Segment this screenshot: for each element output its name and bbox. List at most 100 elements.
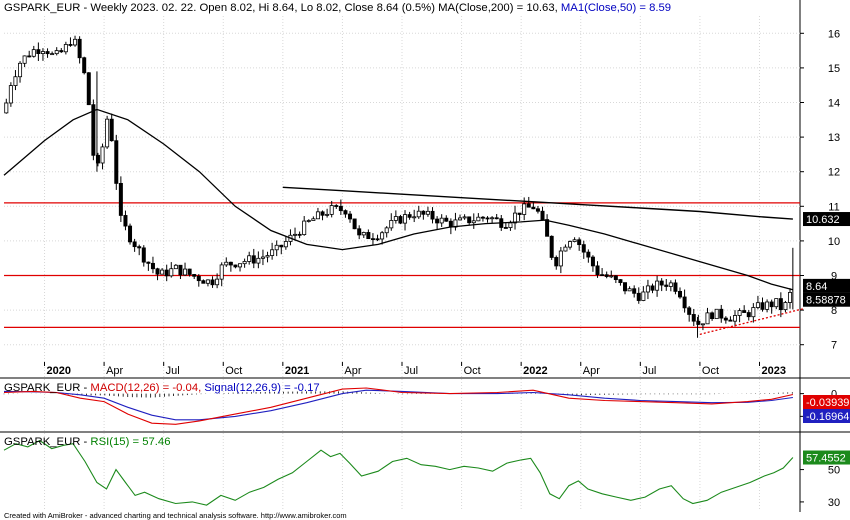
y-tick-label: 10 xyxy=(828,236,840,248)
price-badge-0-bg xyxy=(803,212,850,227)
candle-body xyxy=(73,38,78,46)
candle-body xyxy=(682,296,687,309)
price-title-ma: MA1(Close,50) = 8.59 xyxy=(561,2,671,14)
price-title: GSPARK_EUR - Weekly 2023. 02. 22. Open 8… xyxy=(4,2,671,14)
candle-body xyxy=(27,55,32,58)
candle-body xyxy=(490,217,495,220)
candle-body xyxy=(540,210,545,220)
candle-body xyxy=(210,279,215,286)
candle-body xyxy=(600,274,605,277)
candle-body xyxy=(36,49,41,54)
candle-body xyxy=(769,301,774,308)
candle-body xyxy=(68,44,73,46)
candle-body xyxy=(687,307,692,315)
candle-body xyxy=(297,233,302,236)
candle-body xyxy=(173,264,178,270)
candle-body xyxy=(393,216,398,221)
candle-body xyxy=(8,85,13,104)
candle-body xyxy=(22,55,27,64)
candle-body xyxy=(513,212,518,224)
candle-body xyxy=(40,51,45,54)
candle-body xyxy=(13,76,18,86)
candle-body xyxy=(421,210,426,215)
candle-body xyxy=(710,312,715,320)
candle-body xyxy=(526,203,531,208)
candle-body xyxy=(407,214,412,218)
candle-body xyxy=(581,244,586,253)
candle-body xyxy=(114,140,119,184)
candle-body xyxy=(430,210,435,220)
macd-title: GSPARK_EUR - MACD(12,26) = -0.04, Signal… xyxy=(4,382,320,394)
candle-body xyxy=(338,205,343,212)
candles-group xyxy=(3,35,794,338)
x-tick-label: 2020 xyxy=(47,365,71,377)
rsi-badge-bg xyxy=(803,450,850,465)
candle-body xyxy=(215,278,220,286)
candle-body xyxy=(375,238,380,241)
candle-body xyxy=(233,264,238,268)
candle-body xyxy=(655,280,660,291)
x-tick-label: 2022 xyxy=(523,365,547,377)
candle-body xyxy=(77,38,82,59)
candle-body xyxy=(384,227,389,234)
price-badge-2: 8.58878 xyxy=(806,295,846,307)
candle-body xyxy=(196,275,201,282)
candle-body xyxy=(765,301,770,310)
candle-body xyxy=(370,238,375,241)
macd-title-signal: Signal(12,26,9) = -0.17 xyxy=(204,382,319,394)
x-tick-label: 2021 xyxy=(285,365,309,377)
candle-body xyxy=(398,216,403,224)
candle-body xyxy=(572,239,577,242)
y-tick-label: 14 xyxy=(828,98,840,110)
candle-body xyxy=(86,72,91,106)
candle-body xyxy=(403,214,408,224)
x-tick-label: Oct xyxy=(464,365,481,377)
candle-body xyxy=(242,261,247,265)
candle-body xyxy=(737,310,742,316)
ma200-line xyxy=(282,186,793,220)
candle-body xyxy=(545,219,550,237)
candle-body xyxy=(256,257,261,264)
candle-body xyxy=(522,203,527,215)
y-tick-label: 13 xyxy=(828,132,840,144)
x-tick-label: 2023 xyxy=(761,365,785,377)
rsi-y-tick-label: 30 xyxy=(828,497,840,509)
candle-body xyxy=(595,265,600,276)
candle-body xyxy=(137,246,142,249)
y-tick-label: 7 xyxy=(831,340,837,352)
candle-body xyxy=(63,44,68,53)
candle-body xyxy=(613,275,618,280)
candle-body xyxy=(700,323,705,326)
candle-body xyxy=(380,232,385,240)
candle-body xyxy=(178,264,183,276)
candle-body xyxy=(714,308,719,320)
candle-body xyxy=(118,182,123,216)
candle-body xyxy=(590,256,595,267)
candle-body xyxy=(279,244,284,248)
candle-body xyxy=(755,302,760,308)
candle-body xyxy=(54,50,59,55)
candle-body xyxy=(164,269,169,277)
candle-body xyxy=(480,216,485,219)
candle-body xyxy=(50,53,55,56)
candle-body xyxy=(146,261,151,264)
candle-body xyxy=(503,227,508,229)
y-tick-label: 11 xyxy=(828,201,839,213)
ma50-line xyxy=(3,108,794,291)
candle-body xyxy=(91,104,96,156)
macd-badge-bg xyxy=(803,395,850,409)
x-tick-label: Apr xyxy=(344,365,361,377)
y-tick-label: 8 xyxy=(831,305,837,317)
candle-body xyxy=(4,102,9,114)
candle-body xyxy=(352,218,357,230)
candle-body xyxy=(751,307,756,318)
candle-body xyxy=(205,279,210,284)
macd-title-macd: MACD(12,26) = -0.04, xyxy=(90,382,204,394)
candle-body xyxy=(673,282,678,292)
y-tick-label: 12 xyxy=(828,167,840,179)
rsi-badge: 57.4552 xyxy=(806,453,846,465)
candle-body xyxy=(247,255,252,262)
x-tick-label: Apr xyxy=(106,365,123,377)
candle-body xyxy=(659,280,664,286)
candle-body xyxy=(412,216,417,219)
